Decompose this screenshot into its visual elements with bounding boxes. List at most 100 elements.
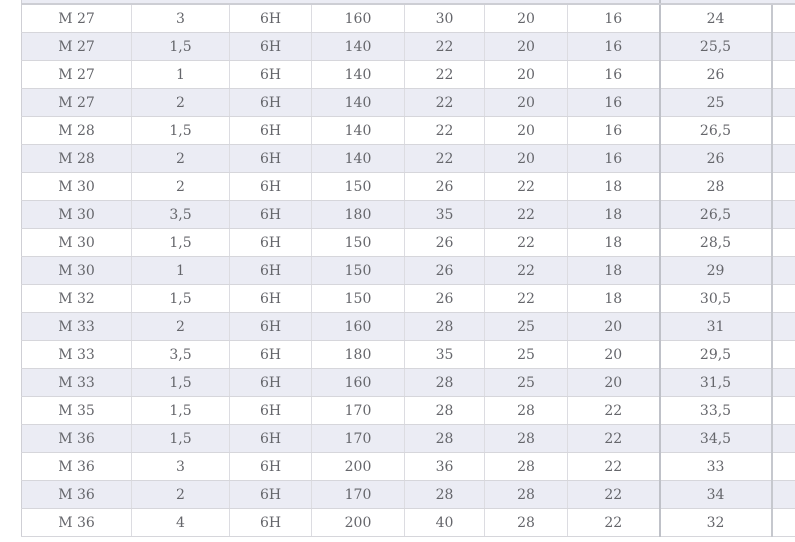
table-cell: 18: [567, 200, 661, 229]
table-cell: 180: [311, 200, 405, 229]
table-cell: 25: [484, 340, 568, 369]
table-cell: M 33: [21, 340, 132, 369]
table-cell: 6H: [229, 144, 312, 173]
table-cell: 28: [404, 424, 485, 453]
clipped-column-cell: [771, 284, 795, 313]
clipped-column-cell: [771, 32, 795, 61]
table-row: M 35 1,5 6H 170 28 28 22 33,5: [21, 396, 795, 425]
table-cell: 31: [659, 312, 773, 341]
table-row: M 30 3,5 6H 180 35 22 18 26,5: [21, 200, 795, 229]
clipped-column-cell: [771, 508, 795, 537]
table-cell: 1,5: [131, 284, 230, 313]
table-row: M 27 1 6H 140 22 20 16 26: [21, 60, 795, 89]
clipped-column-cell: [771, 116, 795, 145]
clipped-column-cell: [771, 88, 795, 117]
table-cell: 28: [404, 480, 485, 509]
table-cell: 26: [404, 284, 485, 313]
table-cell: 6H: [229, 368, 312, 397]
table-row: M 32 1,5 6H 150 26 22 18 30,5: [21, 284, 795, 313]
table-cell: 20: [484, 144, 568, 173]
table-cell: M 27: [21, 60, 132, 89]
table-row: M 36 2 6H 170 28 28 22 34: [21, 480, 795, 509]
table-cell: 25: [484, 312, 568, 341]
table-cell: 28: [484, 508, 568, 537]
table-cell: 33: [659, 452, 773, 481]
table-cell: 29,5: [659, 340, 773, 369]
table-cell: 28: [404, 312, 485, 341]
table-cell: 22: [567, 508, 661, 537]
table-cell: 6H: [229, 60, 312, 89]
table-cell: 26: [659, 60, 773, 89]
partial-clipped-row: [21, 0, 795, 5]
table-cell: 2: [131, 144, 230, 173]
table-cell: 34,5: [659, 424, 773, 453]
table-cell: 16: [567, 32, 661, 61]
table-cell: 26: [659, 144, 773, 173]
table-cell: M 27: [21, 32, 132, 61]
clipped-column-cell: [771, 60, 795, 89]
table-cell: 6H: [229, 340, 312, 369]
table-cell: 3,5: [131, 200, 230, 229]
table-cell: 6H: [229, 452, 312, 481]
table-cell: 26,5: [659, 200, 773, 229]
table-body: M 27 3 6H 160 30 20 16 24 M 27 1,5 6H 140 22 20 16 25,5…: [21, 0, 795, 537]
table-cell: 170: [311, 480, 405, 509]
table-cell: M 36: [21, 424, 132, 453]
table-cell: M 36: [21, 480, 132, 509]
table-cell: 20: [567, 368, 661, 397]
table-cell: 26: [404, 172, 485, 201]
table-cell: 22: [567, 452, 661, 481]
table-cell: 1,5: [131, 32, 230, 61]
table-cell: 22: [484, 200, 568, 229]
table-cell: 22: [484, 256, 568, 285]
table-row: M 36 1,5 6H 170 28 28 22 34,5: [21, 424, 795, 453]
table-cell: 150: [311, 284, 405, 313]
table-cell: 6H: [229, 424, 312, 453]
table-cell: 1,5: [131, 228, 230, 257]
table-cell: 3: [131, 4, 230, 33]
clipped-column-cell: [771, 368, 795, 397]
table-cell: 140: [311, 60, 405, 89]
clipped-column-cell: [771, 228, 795, 257]
table-cell: 28: [659, 172, 773, 201]
table-row: M 27 1,5 6H 140 22 20 16 25,5: [21, 32, 795, 61]
table-cell: M 35: [21, 396, 132, 425]
table-row: M 36 4 6H 200 40 28 22 32: [21, 508, 795, 537]
thread-spec-table: M 27 3 6H 160 30 20 16 24 M 27 1,5 6H 140 22 20 16 25,5…: [21, 0, 795, 537]
table-cell: 22: [404, 116, 485, 145]
table-cell: 18: [567, 172, 661, 201]
table-cell: M 32: [21, 284, 132, 313]
table-cell: 35: [404, 340, 485, 369]
table-cell: M 36: [21, 508, 132, 537]
table-cell: 16: [567, 60, 661, 89]
table-row: M 30 1,5 6H 150 26 22 18 28,5: [21, 228, 795, 257]
clipped-column-cell: [771, 452, 795, 481]
table-cell: 6H: [229, 116, 312, 145]
table-cell: 20: [567, 312, 661, 341]
clipped-column-cell: [771, 312, 795, 341]
table-cell: 25: [659, 88, 773, 117]
table-cell: 22: [404, 32, 485, 61]
table-cell: 28: [484, 452, 568, 481]
table-cell: 1,5: [131, 396, 230, 425]
table-cell: 28: [404, 368, 485, 397]
table-cell: 140: [311, 116, 405, 145]
table-cell: 6H: [229, 172, 312, 201]
table-cell: 36: [404, 452, 485, 481]
table-row: M 33 2 6H 160 28 25 20 31: [21, 312, 795, 341]
table-cell: 22: [567, 424, 661, 453]
table-cell: 16: [567, 144, 661, 173]
table-cell: M 30: [21, 200, 132, 229]
table-cell: 30: [404, 4, 485, 33]
table-cell: 2: [131, 88, 230, 117]
table-cell: 160: [311, 4, 405, 33]
table-row: M 28 2 6H 140 22 20 16 26: [21, 144, 795, 173]
table-cell: 3,5: [131, 340, 230, 369]
table-cell: 22: [404, 144, 485, 173]
table-cell: 26,5: [659, 116, 773, 145]
table-cell: 20: [484, 32, 568, 61]
table-cell: 34: [659, 480, 773, 509]
table-cell: 6H: [229, 396, 312, 425]
table-cell: 20: [484, 88, 568, 117]
table-cell: M 30: [21, 256, 132, 285]
